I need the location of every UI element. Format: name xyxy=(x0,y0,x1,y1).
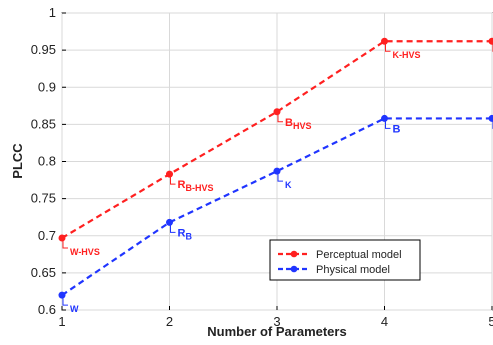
annotation-pointer xyxy=(170,225,176,233)
data-point xyxy=(273,167,281,175)
y-tick-label: 0.75 xyxy=(31,191,56,206)
annotation-pointer xyxy=(385,44,391,52)
series-line-1 xyxy=(61,117,492,297)
data-point xyxy=(58,291,66,299)
data-series xyxy=(58,37,493,299)
y-tick-label: 0.95 xyxy=(31,42,56,57)
y-tick-label: 1 xyxy=(49,5,56,20)
x-tick-label: 1 xyxy=(58,314,65,329)
x-tick-label: 4 xyxy=(381,314,388,329)
legend-box xyxy=(269,239,421,281)
data-point xyxy=(166,170,173,178)
point-annotation: RB xyxy=(178,227,193,241)
annotation-pointer xyxy=(62,240,68,249)
annotation-pointer xyxy=(62,298,68,306)
data-point xyxy=(273,108,281,116)
annotation-pointer xyxy=(277,114,283,123)
point-annotation: B xyxy=(393,123,401,135)
point-annotation: W-HVS xyxy=(70,247,100,257)
point-annotation: RB-HVS xyxy=(178,179,214,193)
data-point xyxy=(488,37,493,45)
annotation-pointer xyxy=(170,177,176,185)
data-point xyxy=(58,234,66,242)
annotation-pointer xyxy=(277,174,283,182)
y-tick-label: 0.65 xyxy=(31,265,56,280)
y-tick-label: 0.7 xyxy=(38,228,56,243)
y-axis-title: PLCC xyxy=(10,143,25,179)
axis-ticks: 0.6 0.65 0.7 0.75 0.8 0.85 0.9 0.95 1 1 2 3 4 5 xyxy=(31,5,493,329)
y-tick-label: 0.8 xyxy=(38,154,56,169)
data-point xyxy=(488,114,493,122)
data-point xyxy=(166,218,173,226)
legend-perceptual-label: Perceptual model xyxy=(316,249,402,261)
legend-physical-marker xyxy=(290,265,298,273)
x-tick-label: 2 xyxy=(166,314,173,329)
x-axis-title: Number of Parameters xyxy=(207,324,346,339)
data-point xyxy=(381,114,388,122)
y-tick-label: 0.85 xyxy=(31,116,56,131)
x-tick-label: 5 xyxy=(488,314,493,329)
data-point xyxy=(381,37,388,45)
point-annotation: K xyxy=(285,180,292,190)
legend-physical-label: Physical model xyxy=(316,264,390,276)
point-annotation: W xyxy=(70,304,79,314)
series-line-0 xyxy=(61,40,492,239)
x-tick-label: 3 xyxy=(273,314,280,329)
legend-perceptual-marker xyxy=(290,250,298,258)
legend: Perceptual model Physical model xyxy=(269,239,421,281)
y-tick-label: 0.6 xyxy=(38,302,56,317)
point-annotation: K-HVS xyxy=(393,50,421,60)
point-annotation: BHVS xyxy=(285,117,311,131)
y-tick-label: 0.9 xyxy=(38,79,56,94)
annotation-pointer xyxy=(385,121,391,129)
